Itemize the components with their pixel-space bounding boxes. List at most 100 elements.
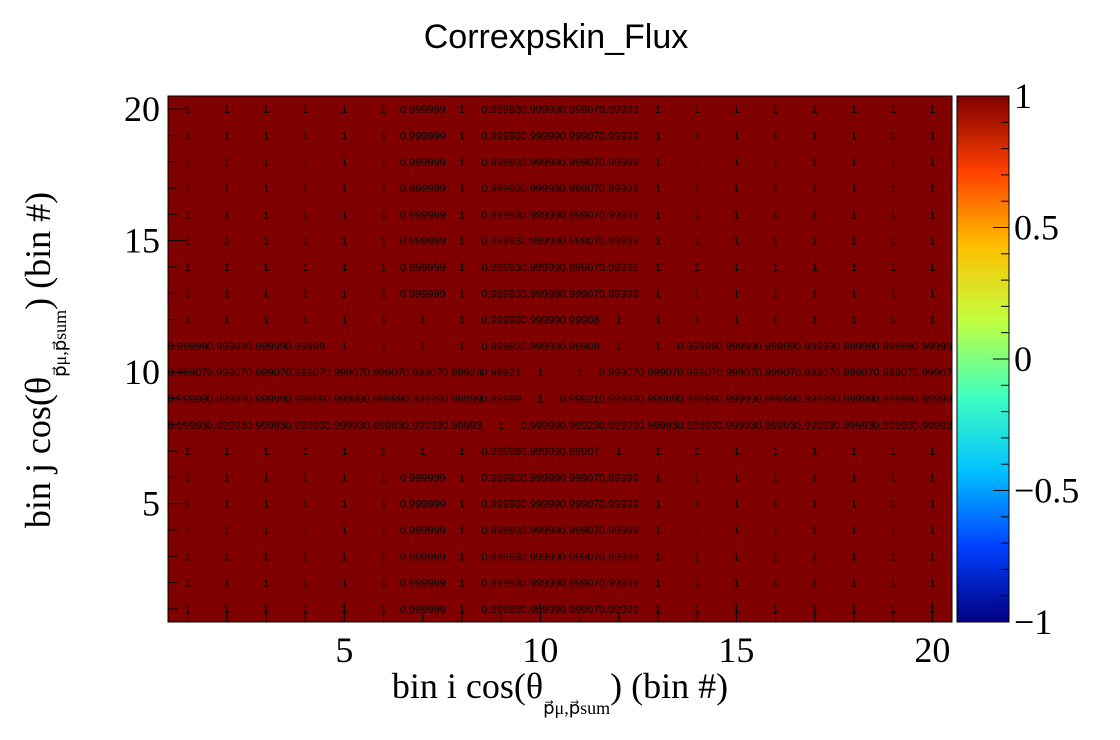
heatmap-cell-9-10 xyxy=(481,359,522,386)
heatmap-cell-value: 0.99993 xyxy=(168,420,208,432)
heatmap-cell-value: 1 xyxy=(890,262,896,274)
heatmap-cell-value: 1 xyxy=(224,551,230,563)
heatmap-cell-15-11 xyxy=(716,332,757,360)
heatmap-cell-2-17 xyxy=(207,174,247,202)
heatmap-cell-value: 0.99993 xyxy=(481,236,521,248)
heatmap-cell-value: 1 xyxy=(381,525,387,537)
heatmap-cell-value: 0.99907 xyxy=(560,499,600,511)
heatmap-cell-9-14 xyxy=(481,253,522,281)
heatmap-cell-value: 1 xyxy=(498,420,504,432)
heatmap-cell-value: 1 xyxy=(263,604,269,616)
heatmap-cell-value: 0.99907 xyxy=(403,367,443,379)
heatmap-cell-12-7 xyxy=(599,437,639,465)
heatmap-cell-9-19 xyxy=(481,122,522,150)
heatmap-cell-value: 1 xyxy=(851,130,857,142)
heatmap-cell-2-9 xyxy=(207,385,247,413)
heatmap-cell-7-18 xyxy=(403,148,443,176)
heatmap-cell-value: 1 xyxy=(302,578,308,590)
heatmap-cell-value: 0.99999 xyxy=(521,104,561,116)
heatmap-cell-16-6 xyxy=(756,464,796,491)
heatmap-cell-value: 0.99907 xyxy=(207,367,247,379)
heatmap-cell-value: 0.99999 xyxy=(246,341,286,353)
heatmap-cell-12-12 xyxy=(599,306,639,334)
heatmap-cell-4-20 xyxy=(285,96,326,123)
heatmap-cell-value: 0.99907 xyxy=(560,262,600,274)
heatmap-cell-8-7 xyxy=(442,437,483,465)
x-axis-label: bin i cos(θp⃗μ,p⃗sum) (bin #) xyxy=(392,666,728,718)
heatmap-cell-14-19 xyxy=(677,122,718,150)
heatmap-cell-20-9 xyxy=(912,385,953,413)
heatmap-cell-value: 1 xyxy=(459,525,465,537)
heatmap-cell-17-2 xyxy=(795,569,835,597)
heatmap-cell-13-12 xyxy=(638,306,679,334)
heatmap-cell-19-11 xyxy=(873,332,914,360)
heatmap-cell-value: 1 xyxy=(929,472,935,484)
heatmap-cell-value: 1 xyxy=(655,472,661,484)
heatmap-cell-value: 0.99999 xyxy=(677,393,717,405)
heatmap-cell-value: 1 xyxy=(773,130,779,142)
heatmap-cell-18-17 xyxy=(834,174,875,202)
x-axis-label-main: bin i cos(θ xyxy=(392,666,543,706)
heatmap-cell-value: 0.99993 xyxy=(403,420,443,432)
heatmap-cell-value: 1 xyxy=(733,262,739,274)
heatmap-cell-value: 0.99999 xyxy=(521,262,561,274)
heatmap-cell-2-18 xyxy=(207,148,247,176)
heatmap-cell-value: 1 xyxy=(694,315,700,327)
heatmap-cell-20-17 xyxy=(912,174,953,202)
heatmap-cell-17-20 xyxy=(795,96,835,123)
heatmap-cell-5-3 xyxy=(324,543,365,570)
heatmap-cell-8-14 xyxy=(442,253,483,281)
heatmap-cell-value: 1 xyxy=(851,104,857,116)
heatmap-cell-value: 1 xyxy=(224,315,230,327)
heatmap-cell-value: 0.99999 xyxy=(246,393,286,405)
heatmap-cell-value: 1 xyxy=(381,472,387,484)
heatmap-cell-value: 1 xyxy=(929,525,935,537)
heatmap-cell-10-15 xyxy=(520,227,561,255)
heatmap-cell-16-3 xyxy=(756,543,796,570)
heatmap-cell-value: 0.99907 xyxy=(795,367,835,379)
heatmap-cell-value: 1 xyxy=(812,446,818,458)
heatmap-cell-7-12 xyxy=(403,306,443,334)
heatmap-cell-value: 1 xyxy=(812,183,818,195)
heatmap-cell-2-8 xyxy=(207,411,247,439)
heatmap-cell-value: 1 xyxy=(302,209,308,221)
heatmap-cell-value: 1 xyxy=(655,183,661,195)
heatmap-cell-value: 0.99993 xyxy=(481,157,521,169)
heatmap-cell-value: 1 xyxy=(655,551,661,563)
heatmap-cell-value: 1 xyxy=(224,262,230,274)
heatmap-cell-value: 1 xyxy=(381,499,387,511)
heatmap-cell-4-18 xyxy=(285,148,326,176)
heatmap-cell-17-18 xyxy=(795,148,835,176)
heatmap-cell-4-12 xyxy=(285,306,326,334)
heatmap-cell-value: 1 xyxy=(655,236,661,248)
heatmap-cell-13-6 xyxy=(638,464,679,491)
heatmap-cell-15-13 xyxy=(716,280,757,307)
heatmap-cell-3-7 xyxy=(246,437,287,465)
heatmap-cell-value: 0.99907 xyxy=(638,367,678,379)
heatmap-cell-8-15 xyxy=(442,227,483,255)
heatmap-cell-value: 1 xyxy=(224,578,230,590)
heatmap-cell-value: 0.999999 xyxy=(400,472,446,484)
heatmap-cell-value: 1 xyxy=(890,499,896,511)
heatmap-cell-value: 0.99999 xyxy=(599,288,639,300)
heatmap-cell-value: 0.99993 xyxy=(873,420,913,432)
heatmap-cell-18-13 xyxy=(834,280,875,307)
heatmap-cell-17-10 xyxy=(795,359,835,386)
heatmap-cell-19-17 xyxy=(873,174,914,202)
heatmap-cell-13-11 xyxy=(638,332,679,360)
heatmap-cell-9-6 xyxy=(481,464,522,491)
heatmap-cell-value: 1 xyxy=(302,236,308,248)
heatmap-cell-value: 1 xyxy=(302,288,308,300)
heatmap-cell-value: 1 xyxy=(851,525,857,537)
heatmap-cell-value: 1 xyxy=(185,315,191,327)
heatmap-cell-20-11 xyxy=(912,332,953,360)
heatmap-cell-value: 1 xyxy=(733,130,739,142)
heatmap-cell-9-13 xyxy=(481,280,522,307)
heatmap-cell-7-8 xyxy=(403,411,443,439)
heatmap-cell-11-8 xyxy=(560,411,600,439)
heatmap-cell-9-2 xyxy=(481,569,522,597)
heatmap-cell-value: 0.99999 xyxy=(364,393,404,405)
heatmap-cell-value: 0.99999 xyxy=(599,604,639,616)
heatmap-cell-11-10 xyxy=(560,359,600,386)
heatmap-cell-value: 1 xyxy=(381,551,387,563)
